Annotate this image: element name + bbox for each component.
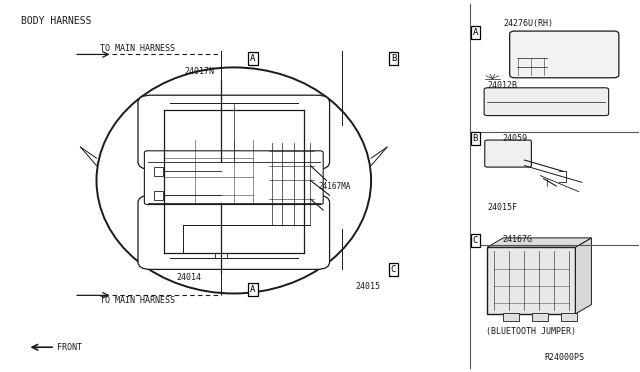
- Bar: [214, 253, 227, 258]
- Text: 24059: 24059: [502, 134, 527, 143]
- FancyBboxPatch shape: [484, 140, 531, 167]
- Bar: [532, 313, 548, 321]
- FancyBboxPatch shape: [145, 151, 323, 205]
- Text: (BLUETOOTH JUMPER): (BLUETOOTH JUMPER): [486, 327, 576, 336]
- Text: 24015F: 24015F: [487, 203, 517, 212]
- Text: TO MAIN HARNESS: TO MAIN HARNESS: [100, 296, 175, 305]
- Text: 24167MA: 24167MA: [318, 182, 351, 191]
- Text: A: A: [472, 28, 478, 37]
- Text: B: B: [472, 134, 478, 143]
- FancyBboxPatch shape: [138, 195, 330, 269]
- Bar: [154, 191, 163, 200]
- Bar: [503, 313, 519, 321]
- Text: 24015: 24015: [355, 282, 380, 291]
- Text: BODY HARNESS: BODY HARNESS: [21, 16, 92, 26]
- Text: C: C: [391, 265, 396, 274]
- Ellipse shape: [97, 67, 371, 294]
- FancyBboxPatch shape: [138, 95, 330, 169]
- Polygon shape: [487, 238, 591, 247]
- Text: 24276U(RH): 24276U(RH): [504, 19, 554, 28]
- Text: 24014: 24014: [176, 273, 202, 282]
- Text: 24167G: 24167G: [502, 235, 532, 244]
- Text: FRONT: FRONT: [57, 343, 82, 352]
- Text: A: A: [250, 54, 255, 62]
- Text: 24017N: 24017N: [184, 67, 214, 76]
- Text: A: A: [250, 285, 255, 294]
- Text: C: C: [472, 236, 478, 246]
- FancyBboxPatch shape: [484, 88, 609, 116]
- FancyBboxPatch shape: [509, 31, 619, 78]
- Text: 24012B: 24012B: [487, 81, 517, 90]
- Text: B: B: [391, 54, 396, 62]
- Text: R24000PS: R24000PS: [544, 353, 584, 362]
- Bar: [154, 167, 163, 176]
- Polygon shape: [575, 238, 591, 314]
- Text: TO MAIN HARNESS: TO MAIN HARNESS: [100, 44, 175, 52]
- Bar: [487, 247, 575, 314]
- Bar: [561, 313, 577, 321]
